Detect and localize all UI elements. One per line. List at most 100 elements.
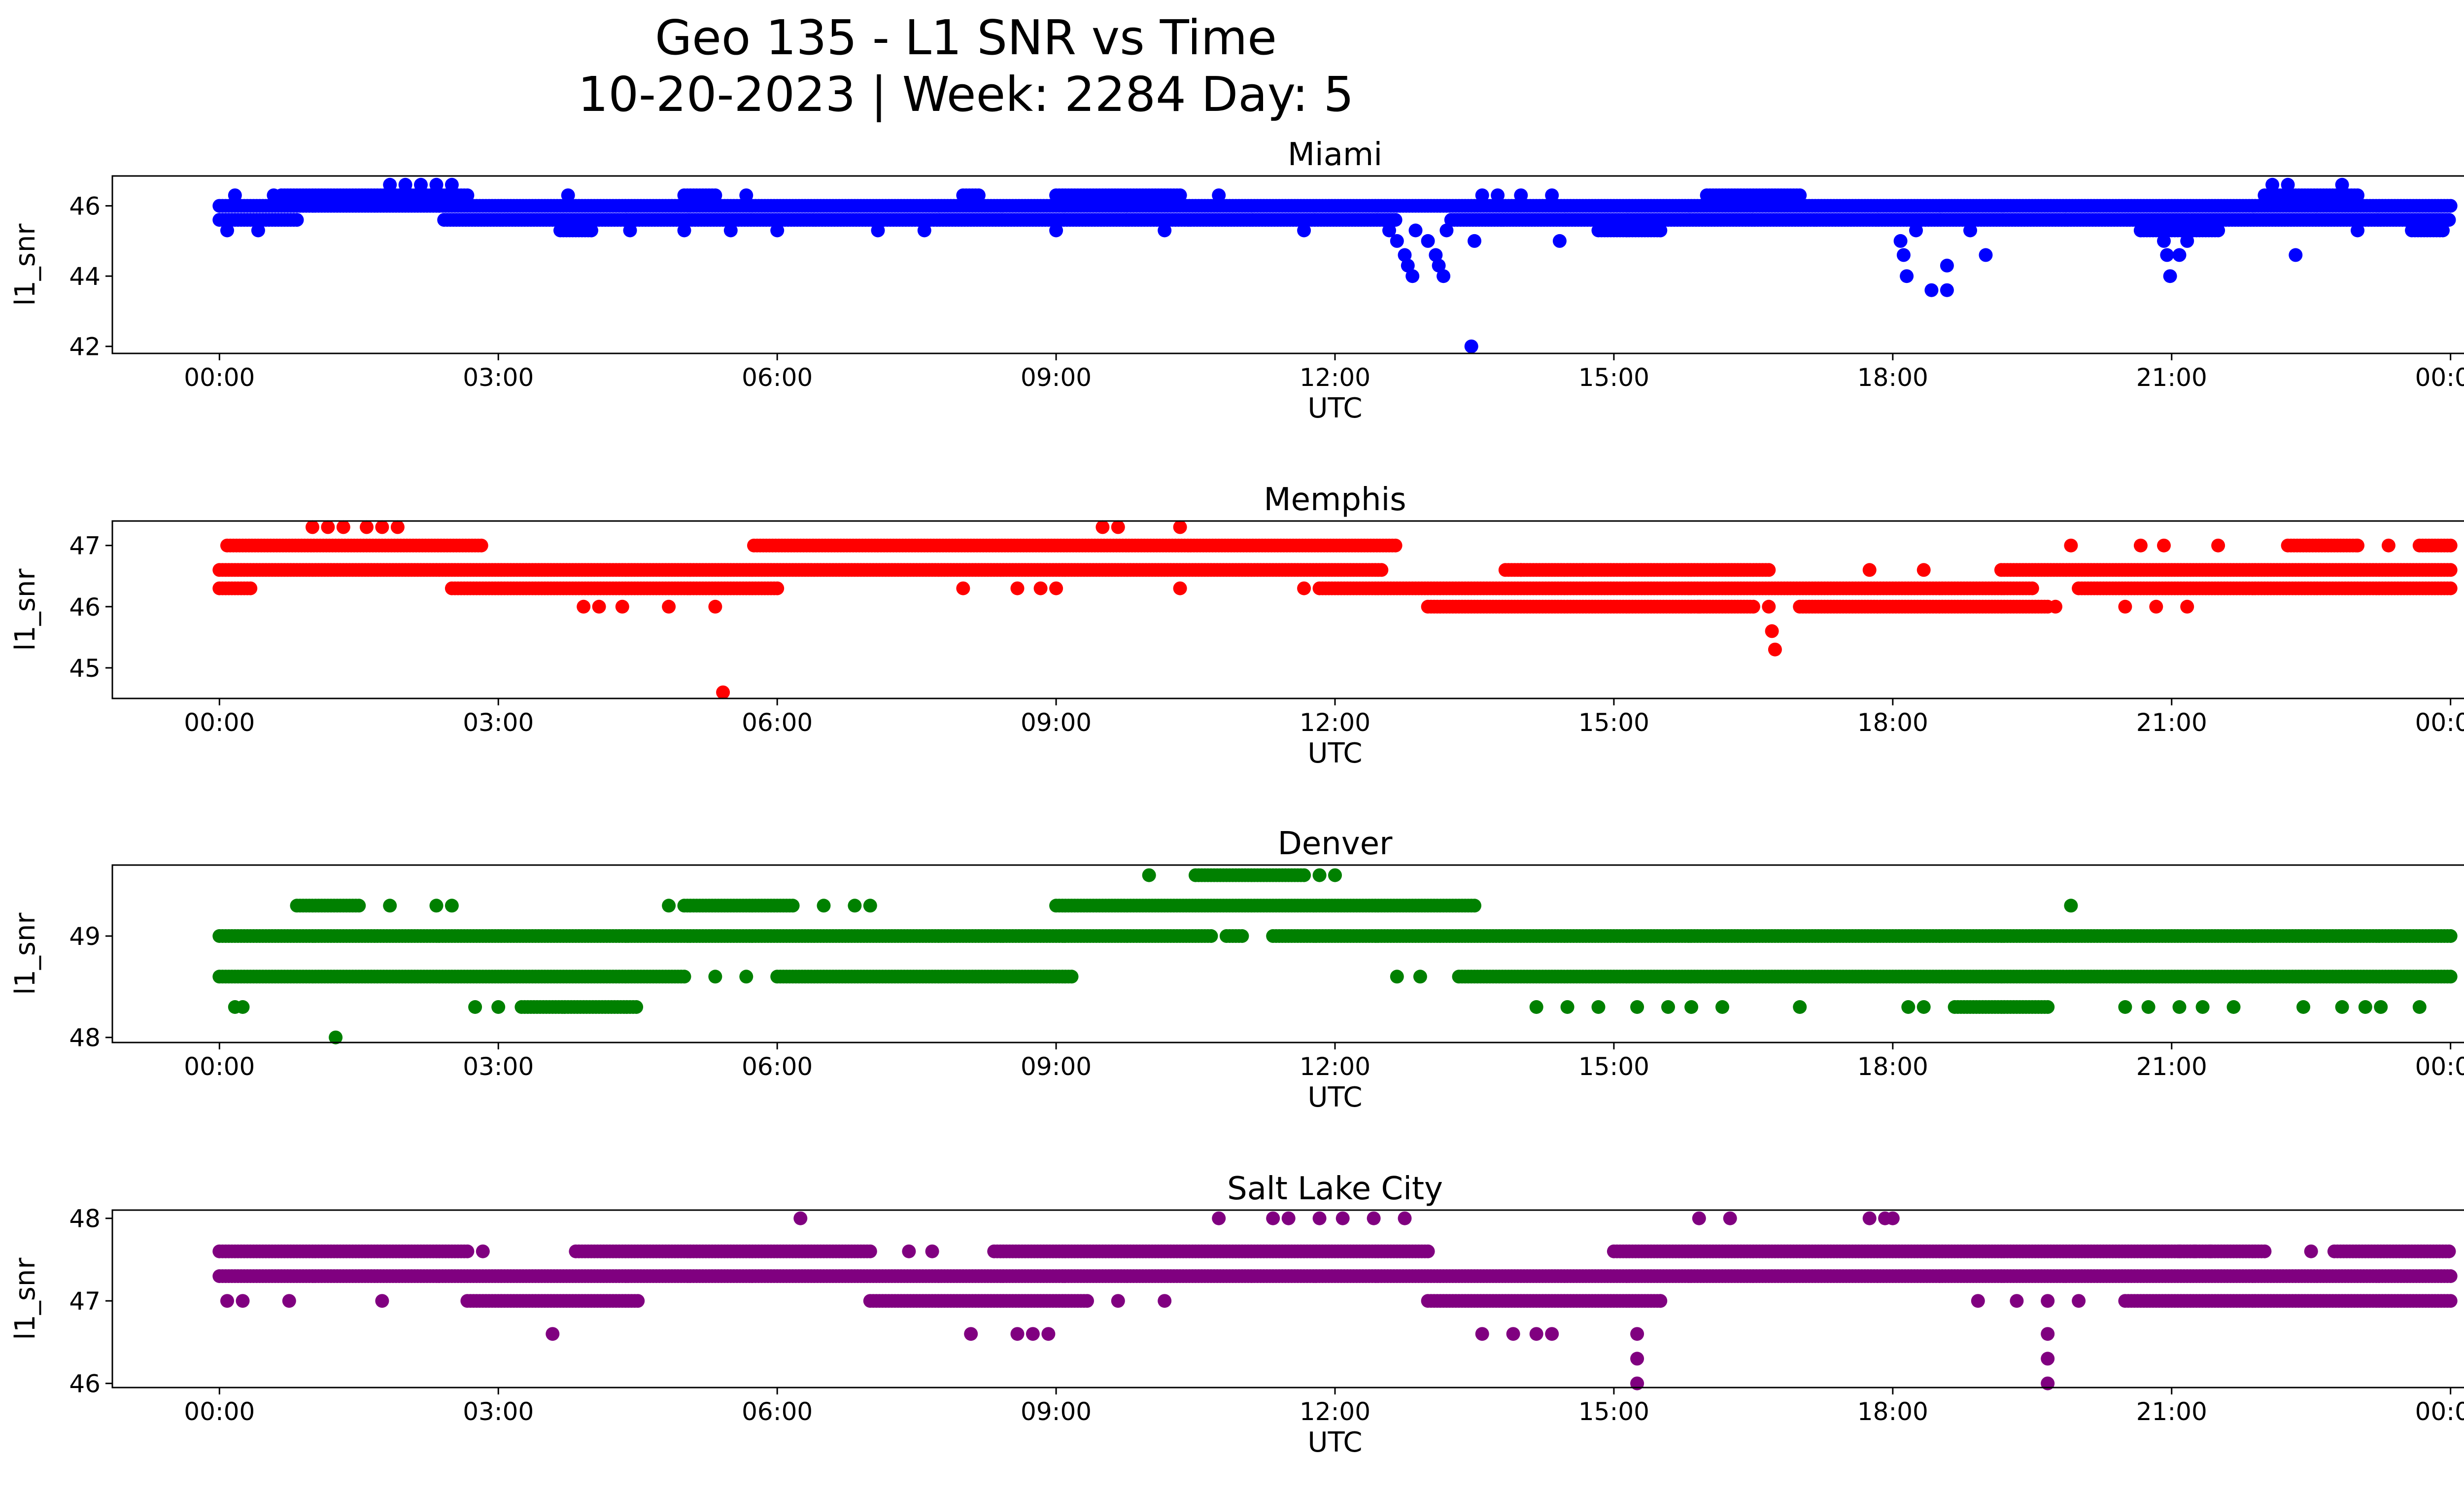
- data-point: [629, 1000, 644, 1014]
- data-point: [677, 223, 691, 238]
- data-point: [1111, 520, 1125, 534]
- data-point: [1437, 269, 1451, 283]
- data-point: [1491, 188, 1505, 203]
- data-point: [1312, 868, 1327, 882]
- x-axis-label: UTC: [1307, 737, 1362, 769]
- data-point: [2265, 177, 2280, 192]
- data-point: [360, 520, 374, 534]
- data-point: [2442, 213, 2456, 227]
- data-point: [1661, 1000, 1675, 1014]
- data-point: [1468, 899, 1481, 913]
- data-point: [2443, 929, 2458, 943]
- data-point: [1901, 1000, 1916, 1014]
- data-point: [2335, 1000, 2349, 1014]
- data-point: [1900, 269, 1914, 283]
- data-point: [398, 177, 412, 192]
- data-point: [1432, 258, 1446, 273]
- data-point: [1715, 1000, 1729, 1014]
- data-point: [390, 520, 405, 534]
- data-point: [1297, 868, 1311, 882]
- data-point: [1033, 581, 1048, 595]
- data-point: [228, 188, 242, 203]
- data-point: [1464, 339, 1478, 353]
- x-axis-label: UTC: [1307, 392, 1362, 424]
- data-point: [1421, 234, 1435, 248]
- data-point: [848, 899, 862, 913]
- data-point: [2351, 188, 2364, 203]
- data-point: [1439, 223, 1454, 238]
- data-point: [1328, 868, 1342, 882]
- data-point: [1653, 223, 1668, 238]
- data-point: [1390, 970, 1404, 984]
- data-point: [615, 599, 629, 614]
- data-point: [1909, 223, 1923, 238]
- series-markers: [212, 177, 2458, 353]
- data-point: [243, 581, 258, 595]
- data-point: [1049, 223, 1063, 238]
- data-point: [2025, 581, 2039, 595]
- data-point: [2149, 599, 2163, 614]
- data-point: [2443, 563, 2458, 577]
- x-tick-label: 00:00: [184, 708, 255, 737]
- data-point: [2443, 538, 2458, 553]
- data-point: [1684, 1000, 1699, 1014]
- data-point: [577, 599, 591, 614]
- data-point: [2226, 1000, 2241, 1014]
- data-point: [1893, 234, 1908, 248]
- y-tick-label: 44: [69, 262, 101, 291]
- data-point: [2141, 1000, 2156, 1014]
- data-point: [1382, 223, 1396, 238]
- data-point: [414, 177, 428, 192]
- x-tick-label: 09:00: [1021, 708, 1092, 737]
- data-point: [1940, 258, 1954, 273]
- data-point: [1692, 599, 1706, 614]
- data-point: [1793, 1000, 1807, 1014]
- data-point: [1552, 234, 1567, 248]
- data-point: [2358, 1000, 2372, 1014]
- x-tick-label: 06:00: [742, 708, 813, 737]
- data-point: [1862, 563, 1877, 577]
- data-point: [2049, 599, 2062, 614]
- subplot-title: Memphis: [1264, 482, 1406, 518]
- data-point: [1762, 563, 1776, 577]
- figure-title-line2: 10-20-2023 | Week: 2284 Day: 5: [578, 67, 1354, 123]
- data-point: [1235, 929, 1249, 943]
- data-point: [1979, 248, 1993, 262]
- data-point: [2211, 538, 2225, 553]
- data-point: [2211, 223, 2225, 238]
- data-point: [871, 223, 885, 238]
- data-point: [2180, 599, 2194, 614]
- data-point: [1545, 188, 1559, 203]
- data-point: [1630, 1000, 1644, 1014]
- data-point: [770, 581, 785, 595]
- data-point: [1514, 563, 1528, 577]
- x-tick-label: 03:00: [463, 363, 534, 392]
- y-tick-label: 46: [69, 192, 101, 221]
- data-point: [2443, 970, 2458, 984]
- data-point: [1374, 563, 1389, 577]
- x-tick-label: 12:00: [1300, 363, 1370, 392]
- data-point: [1173, 581, 1187, 595]
- data-point: [1398, 248, 1412, 262]
- x-tick-label: 00:00: [2415, 363, 2464, 392]
- data-point: [383, 899, 397, 913]
- x-tick-label: 09:00: [1021, 363, 1092, 392]
- data-point: [1940, 283, 1954, 297]
- data-point: [708, 970, 722, 984]
- data-point: [708, 599, 722, 614]
- data-point: [623, 223, 637, 238]
- data-point: [592, 599, 606, 614]
- data-point: [1468, 234, 1481, 248]
- data-point: [1560, 1000, 1574, 1014]
- data-point: [2443, 199, 2458, 213]
- data-point: [2133, 223, 2148, 238]
- data-point: [445, 177, 459, 192]
- data-point: [2064, 899, 2078, 913]
- data-point: [2289, 248, 2303, 262]
- data-point: [375, 520, 389, 534]
- data-point: [739, 188, 753, 203]
- data-point: [336, 520, 350, 534]
- x-tick-label: 21:00: [2136, 363, 2207, 392]
